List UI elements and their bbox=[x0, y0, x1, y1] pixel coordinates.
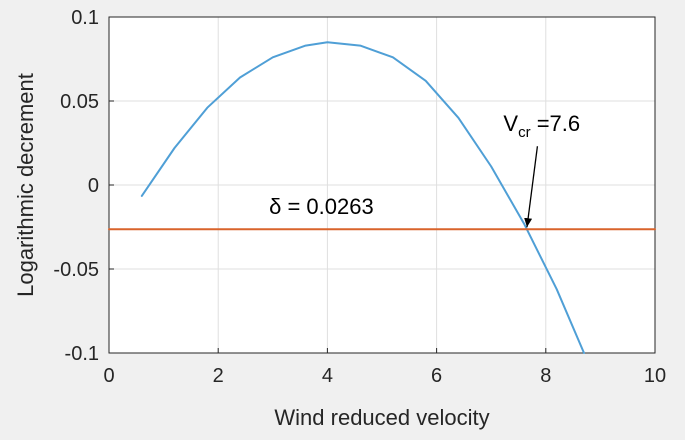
x-tick-label: 0 bbox=[103, 365, 114, 387]
x-tick-label: 4 bbox=[322, 365, 333, 387]
svg-text:Vcr =7.6: Vcr =7.6 bbox=[503, 111, 580, 141]
log-decrement-curve bbox=[140, 41, 585, 354]
y-tick-label: 0.05 bbox=[60, 91, 99, 113]
grid bbox=[109, 17, 655, 353]
x-tick-labels: 0 2 4 6 8 10 bbox=[103, 365, 666, 387]
vcr-annotation: Vcr =7.6 bbox=[503, 111, 580, 141]
vcr-main-text: V bbox=[503, 111, 518, 136]
x-tick-label: 8 bbox=[540, 365, 551, 387]
y-tick-label: -0.1 bbox=[65, 343, 99, 365]
y-tick-label: 0 bbox=[88, 175, 99, 197]
x-tick-label: 10 bbox=[644, 365, 666, 387]
y-tick-label: -0.05 bbox=[53, 259, 99, 281]
y-tick-labels: 0.1 0.05 0 -0.05 -0.1 bbox=[53, 7, 99, 365]
x-axis-label: Wind reduced velocity bbox=[274, 405, 489, 430]
tick-marks bbox=[108, 16, 656, 354]
x-tick-label: 2 bbox=[213, 365, 224, 387]
vcr-arrow bbox=[524, 146, 539, 228]
x-tick-label: 6 bbox=[431, 365, 442, 387]
vcr-value-text: =7.6 bbox=[531, 111, 581, 136]
y-tick-label: 0.1 bbox=[71, 7, 99, 29]
series-lines bbox=[108, 41, 656, 354]
vcr-subscript: cr bbox=[518, 124, 531, 141]
y-axis-label: Logarithmic decrement bbox=[13, 73, 38, 297]
delta-annotation: δ = 0.0263 bbox=[269, 194, 374, 219]
